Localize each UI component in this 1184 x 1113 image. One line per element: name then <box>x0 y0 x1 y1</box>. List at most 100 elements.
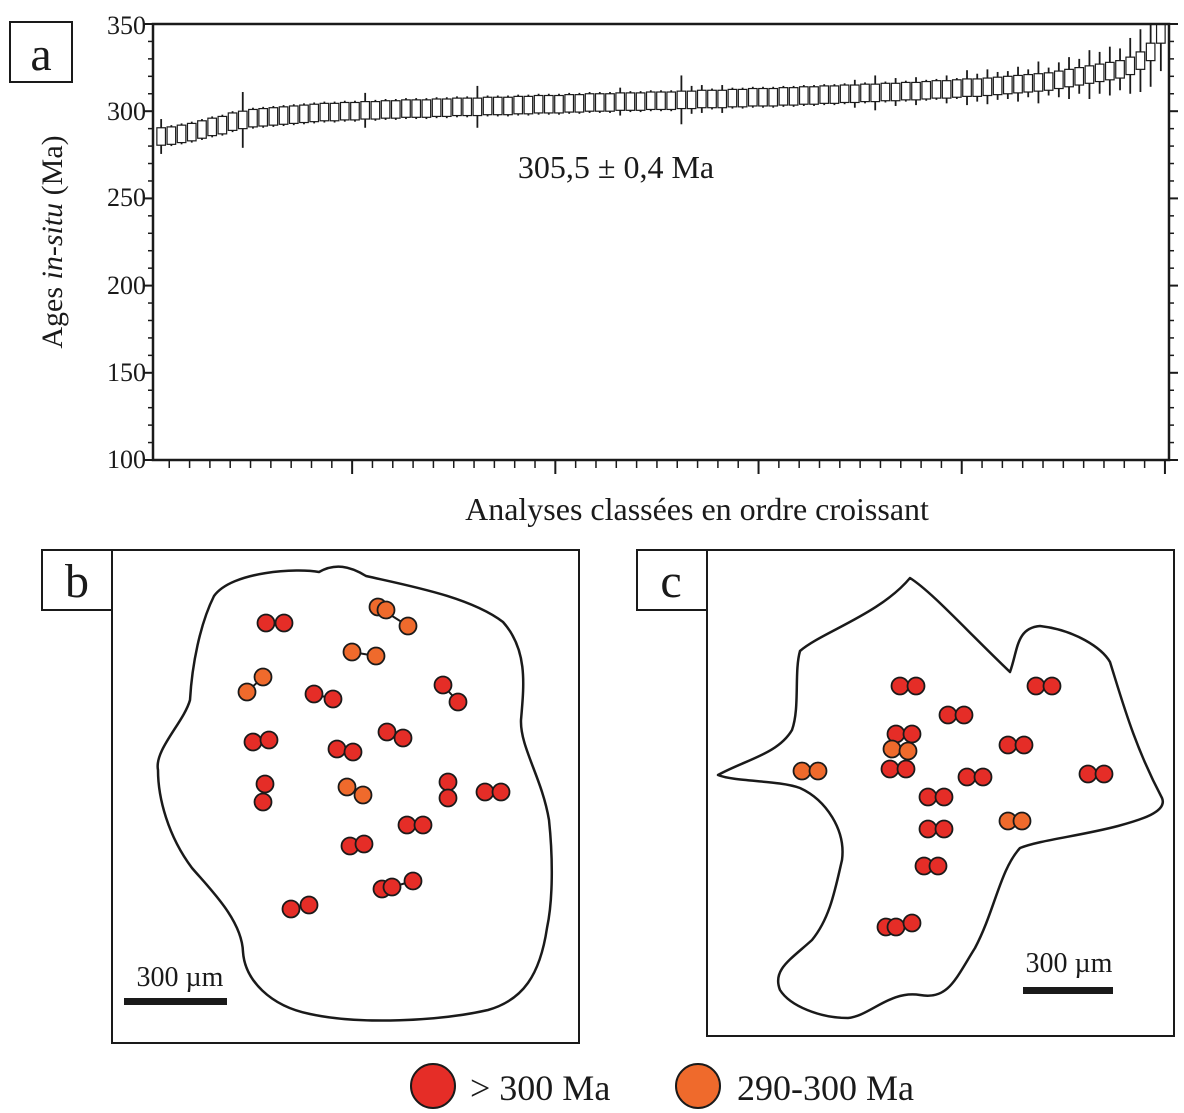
error-bar-box <box>921 80 932 100</box>
error-bar <box>390 98 401 120</box>
error-bar-box <box>1053 70 1064 90</box>
error-bar-box <box>574 94 585 113</box>
error-bar-box <box>431 98 442 118</box>
spot-old <box>323 689 343 709</box>
panel-label-box <box>9 21 73 83</box>
error-bar-box <box>482 96 493 116</box>
spot-old <box>928 856 948 876</box>
error-bar-box <box>625 92 636 111</box>
error-bar-box <box>860 83 870 103</box>
error-bar-box <box>441 98 452 118</box>
error-bar-box <box>992 76 1003 96</box>
scale-bar <box>124 998 227 1005</box>
error-bar <box>1013 66 1023 102</box>
spot-old <box>475 782 495 802</box>
spot-old <box>918 819 938 839</box>
error-bar-box <box>360 101 371 120</box>
error-bar-box <box>390 100 401 119</box>
error-bar <box>594 92 605 113</box>
spot-old <box>304 684 324 704</box>
error-bar <box>911 77 921 106</box>
error-bar-box <box>849 84 860 104</box>
error-bar-box <box>401 99 411 118</box>
spot-young <box>237 682 257 702</box>
error-bar <box>758 86 768 108</box>
error-bar-box <box>1033 73 1044 92</box>
spot-old <box>1042 676 1062 696</box>
error-bar <box>686 85 697 114</box>
error-bar-box <box>747 87 758 107</box>
error-bar-box <box>1125 56 1136 76</box>
error-bar <box>1135 29 1146 93</box>
error-bar <box>982 69 993 105</box>
error-bar <box>248 107 258 129</box>
spot-old <box>957 767 977 787</box>
error-bar-box <box>176 124 187 144</box>
spot-young <box>792 761 812 781</box>
error-bar-box <box>350 101 360 121</box>
error-bar <box>207 116 218 138</box>
panel-label: a <box>30 28 51 81</box>
error-bar <box>186 121 197 143</box>
spot-old <box>880 759 900 779</box>
y-tick-label: 350 <box>107 11 146 40</box>
error-bar-box <box>166 126 177 145</box>
error-bar <box>1002 71 1013 99</box>
error-bar-box <box>707 89 717 109</box>
error-bar-box <box>513 95 524 115</box>
error-bar <box>166 125 177 147</box>
error-bar-box <box>900 81 911 101</box>
error-bar-box <box>951 79 962 98</box>
error-bar-box <box>533 94 544 114</box>
error-bar-box <box>472 97 483 117</box>
error-bar <box>309 102 320 124</box>
error-bar-box <box>503 96 513 116</box>
error-bar <box>839 83 850 105</box>
error-bar <box>503 95 513 117</box>
error-bar <box>299 103 309 125</box>
error-bar <box>645 90 656 112</box>
error-bar-box <box>309 103 320 123</box>
spot-old <box>281 899 301 919</box>
error-bar <box>482 95 493 117</box>
error-bar-box <box>319 102 330 122</box>
spot-old <box>934 819 954 839</box>
spot-young <box>376 600 396 620</box>
error-bar-box <box>258 107 269 127</box>
spot-old <box>256 613 276 633</box>
x-axis <box>168 460 1166 474</box>
error-bar <box>656 90 666 112</box>
error-bar <box>258 106 269 128</box>
error-bar-box <box>1043 72 1054 91</box>
error-bar-box <box>717 89 728 109</box>
error-bar-box <box>686 90 697 110</box>
error-bar-box <box>411 99 422 118</box>
error-bar-box <box>911 81 921 101</box>
error-bar-box <box>1084 65 1095 84</box>
spot-old <box>886 917 906 937</box>
error-bar <box>1043 67 1054 96</box>
error-bar-box <box>1155 23 1166 44</box>
error-bar-box <box>1013 74 1023 94</box>
error-bar-box <box>870 83 881 103</box>
y-tick-label: 150 <box>107 358 146 387</box>
spot-old <box>327 739 347 759</box>
spot-old <box>393 728 413 748</box>
spot-old <box>243 732 263 752</box>
spot-old <box>403 871 423 891</box>
error-bar <box>921 79 932 101</box>
error-bar-box <box>727 88 738 108</box>
error-bar-box <box>288 105 299 125</box>
error-bar-box <box>523 95 534 115</box>
error-bar <box>992 71 1003 100</box>
error-bar-box <box>197 120 207 139</box>
error-bar <box>1104 46 1115 96</box>
panel-label: c <box>660 555 681 608</box>
spot-old <box>902 913 922 933</box>
grain-outline <box>156 565 554 1022</box>
error-bar-box <box>278 106 289 125</box>
y-axis <box>144 23 1178 461</box>
error-bar-box <box>207 117 218 137</box>
error-bar-box <box>1145 42 1156 62</box>
